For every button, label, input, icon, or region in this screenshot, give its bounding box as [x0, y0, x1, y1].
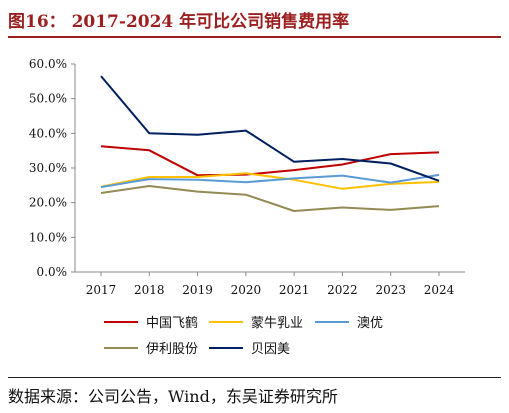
y-tick-label: 40.0%: [29, 126, 67, 140]
x-tick-label: 2022: [327, 283, 358, 297]
series-lines: [100, 75, 440, 212]
y-tick-label: 30.0%: [29, 161, 67, 175]
series-line-0: [100, 145, 440, 177]
figure-title: 图16： 2017-2024 年可比公司销售费用率: [8, 12, 350, 32]
y-tick-label: 50.0%: [29, 92, 67, 106]
x-tick-label: 2019: [182, 283, 213, 297]
x-tick-label: 2024: [424, 283, 455, 297]
source-note: 数据来源：公司公告，Wind，东吴证券研究所: [8, 387, 338, 406]
x-axis: 2017 2018 2019 2020 2021 2022 2023 2024: [86, 272, 455, 297]
line-chart: 0.0%10.0%20.0%30.0%40.0%50.0%60.0% 2017 2…: [29, 57, 465, 357]
x-tick-label: 2021: [279, 283, 310, 297]
x-tick-label: 2023: [375, 283, 406, 297]
x-tick-label: 2020: [231, 283, 262, 297]
legend-label: 中国飞鹤: [146, 315, 198, 331]
y-tick-label: 20.0%: [29, 196, 67, 210]
legend-label: 贝因美: [251, 342, 290, 357]
title-divider: [8, 36, 501, 38]
legend-label: 伊利股份: [146, 342, 198, 357]
axis-lines: [74, 64, 465, 273]
y-axis: 0.0% 10.0% 20.0% 30.0% 40.0% 50.0% 60.0%: [29, 57, 75, 279]
y-tick-label: 0.0%: [37, 265, 68, 279]
series-line-2: [100, 173, 440, 189]
x-tick-label: 2017: [86, 283, 117, 297]
x-tick-label: 2018: [134, 283, 165, 297]
source-divider: [8, 377, 501, 378]
figure-header: 图16： 2017-2024 年可比公司销售费用率: [8, 5, 501, 38]
y-tick-label: 10.0%: [29, 230, 67, 244]
series-line-4: [100, 75, 440, 182]
legend-label: 澳优: [357, 315, 383, 331]
series-line-1: [100, 172, 440, 190]
series-line-3: [100, 185, 440, 212]
legend-label: 蒙牛乳业: [251, 316, 303, 331]
y-tick-label: 60.0%: [29, 57, 67, 71]
